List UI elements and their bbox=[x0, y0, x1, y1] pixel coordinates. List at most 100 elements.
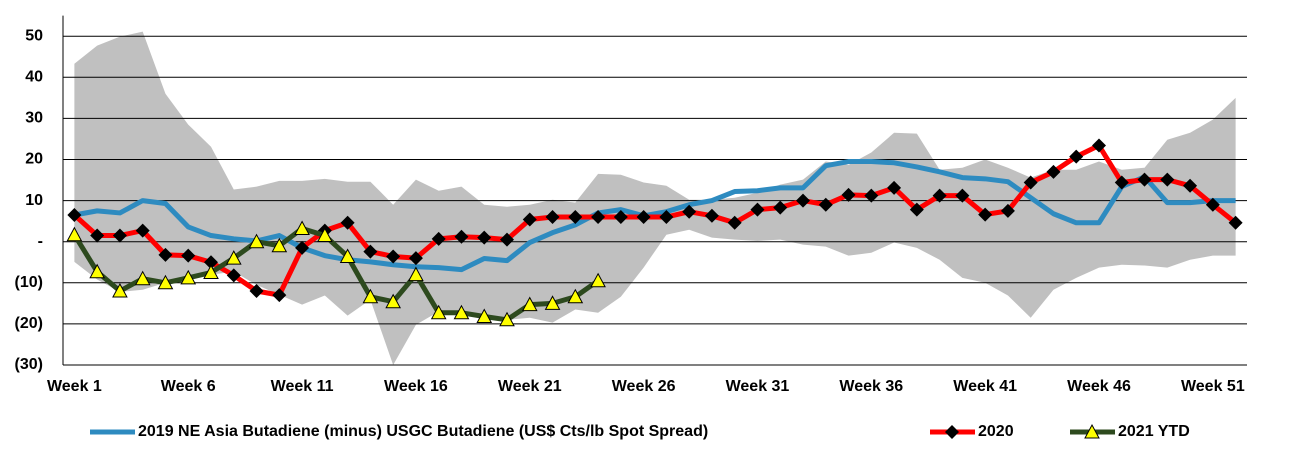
triangle-marker bbox=[590, 272, 606, 288]
triangle-marker bbox=[248, 233, 265, 249]
x-tick-label: Week 1 bbox=[47, 378, 102, 395]
triangle-marker bbox=[499, 311, 515, 327]
diamond-marker bbox=[887, 180, 902, 195]
diamond-marker bbox=[773, 200, 788, 215]
diamond-marker bbox=[932, 188, 947, 203]
diamond-marker bbox=[135, 223, 150, 238]
x-tick-label: Week 26 bbox=[612, 378, 676, 395]
diamond-marker bbox=[1183, 178, 1198, 193]
diamond-marker bbox=[181, 248, 196, 263]
diamond-marker bbox=[1137, 172, 1152, 187]
triangle-marker bbox=[180, 269, 197, 285]
triangle-marker bbox=[408, 266, 424, 282]
diamond-marker bbox=[841, 187, 856, 202]
diamond-marker bbox=[1069, 149, 1084, 164]
diamond-marker bbox=[295, 240, 310, 255]
diamond-marker bbox=[568, 210, 583, 225]
range-band bbox=[74, 31, 1236, 365]
y-tick-label: (30) bbox=[15, 356, 43, 373]
diamond-marker bbox=[431, 231, 446, 246]
triangle-marker bbox=[66, 226, 83, 242]
diamond-marker bbox=[477, 230, 492, 245]
diamond-marker bbox=[796, 193, 810, 208]
triangle-marker bbox=[89, 263, 105, 279]
diamond-marker bbox=[67, 207, 82, 222]
triangle-marker bbox=[112, 282, 128, 298]
x-tick-label: Week 51 bbox=[1181, 378, 1245, 395]
diamond-marker bbox=[158, 247, 173, 262]
diamond-marker bbox=[363, 244, 378, 259]
diamond-marker bbox=[978, 207, 993, 222]
y-tick-label: 10 bbox=[25, 192, 43, 209]
diamond-marker bbox=[636, 210, 651, 225]
diamond-marker bbox=[204, 255, 218, 270]
diamond-marker bbox=[909, 202, 924, 217]
triangle-marker bbox=[203, 264, 219, 280]
diamond-marker bbox=[340, 215, 355, 230]
diamond-marker bbox=[659, 210, 674, 225]
y-tick-label: (20) bbox=[15, 315, 43, 332]
y-tick-label: 40 bbox=[25, 69, 43, 86]
triangle-marker bbox=[339, 248, 356, 263]
diamond-marker bbox=[272, 288, 287, 303]
diamond-marker bbox=[818, 197, 833, 212]
x-tick-label: Week 11 bbox=[271, 378, 334, 395]
y-tick-label: - bbox=[38, 233, 43, 250]
diamond-marker bbox=[90, 228, 105, 243]
diamond-marker bbox=[682, 204, 697, 219]
diamond-marker bbox=[864, 188, 879, 203]
diamond-marker bbox=[750, 202, 765, 217]
diamond-marker bbox=[704, 208, 719, 223]
diamond-marker bbox=[386, 249, 401, 264]
triangle-marker bbox=[271, 237, 288, 253]
triangle-marker bbox=[453, 304, 470, 320]
diamond-marker bbox=[545, 210, 560, 225]
triangle-marker bbox=[567, 288, 584, 304]
x-tick-label: Week 46 bbox=[1067, 378, 1131, 395]
diamond-marker bbox=[591, 210, 606, 225]
triangle-marker bbox=[157, 274, 174, 290]
x-tick-label: Week 16 bbox=[384, 378, 448, 395]
triangle-marker bbox=[544, 295, 561, 310]
series-line bbox=[72, 143, 1238, 298]
triangle-marker bbox=[385, 293, 401, 309]
legend-marker bbox=[1084, 423, 1100, 439]
diamond-marker bbox=[1046, 164, 1061, 179]
diamond-marker bbox=[522, 212, 537, 227]
diamond-marker bbox=[727, 215, 742, 230]
diamond-marker bbox=[454, 229, 469, 244]
y-tick-label: 50 bbox=[25, 27, 43, 44]
diamond-marker bbox=[1023, 175, 1038, 190]
diamond-marker bbox=[613, 210, 628, 225]
y-tick-label: (10) bbox=[15, 274, 43, 291]
x-tick-label: Week 31 bbox=[726, 378, 790, 395]
diamond-marker bbox=[249, 284, 264, 299]
diamond-marker bbox=[1092, 138, 1106, 153]
triangle-marker bbox=[134, 270, 151, 286]
diamond-marker bbox=[1160, 172, 1175, 187]
diamond-marker bbox=[112, 228, 127, 243]
diamond-marker bbox=[226, 268, 241, 283]
legend-label: 2019 NE Asia Butadiene (minus) USGC Buta… bbox=[138, 423, 708, 440]
diamond-marker bbox=[1000, 203, 1015, 218]
diamond-marker bbox=[1205, 197, 1220, 212]
x-tick-label: Week 21 bbox=[498, 378, 562, 395]
y-tick-label: 20 bbox=[25, 151, 43, 168]
y-tick-label: 30 bbox=[25, 110, 43, 127]
x-tick-label: Week 36 bbox=[839, 378, 903, 395]
triangle-marker bbox=[225, 250, 242, 265]
diamond-marker bbox=[1228, 215, 1243, 230]
triangle-marker bbox=[294, 220, 310, 236]
diamond-marker bbox=[1114, 175, 1129, 190]
triangle-marker bbox=[362, 288, 379, 304]
diamond-marker bbox=[955, 188, 970, 203]
triangle-marker bbox=[521, 296, 538, 312]
legend-marker bbox=[945, 425, 959, 439]
triangle-marker bbox=[430, 304, 447, 320]
triangle-marker bbox=[476, 308, 493, 324]
diamond-marker bbox=[500, 232, 514, 247]
legend-label: 2020 bbox=[978, 423, 1014, 440]
x-tick-label: Week 41 bbox=[953, 378, 1017, 395]
triangle-marker bbox=[317, 227, 333, 243]
